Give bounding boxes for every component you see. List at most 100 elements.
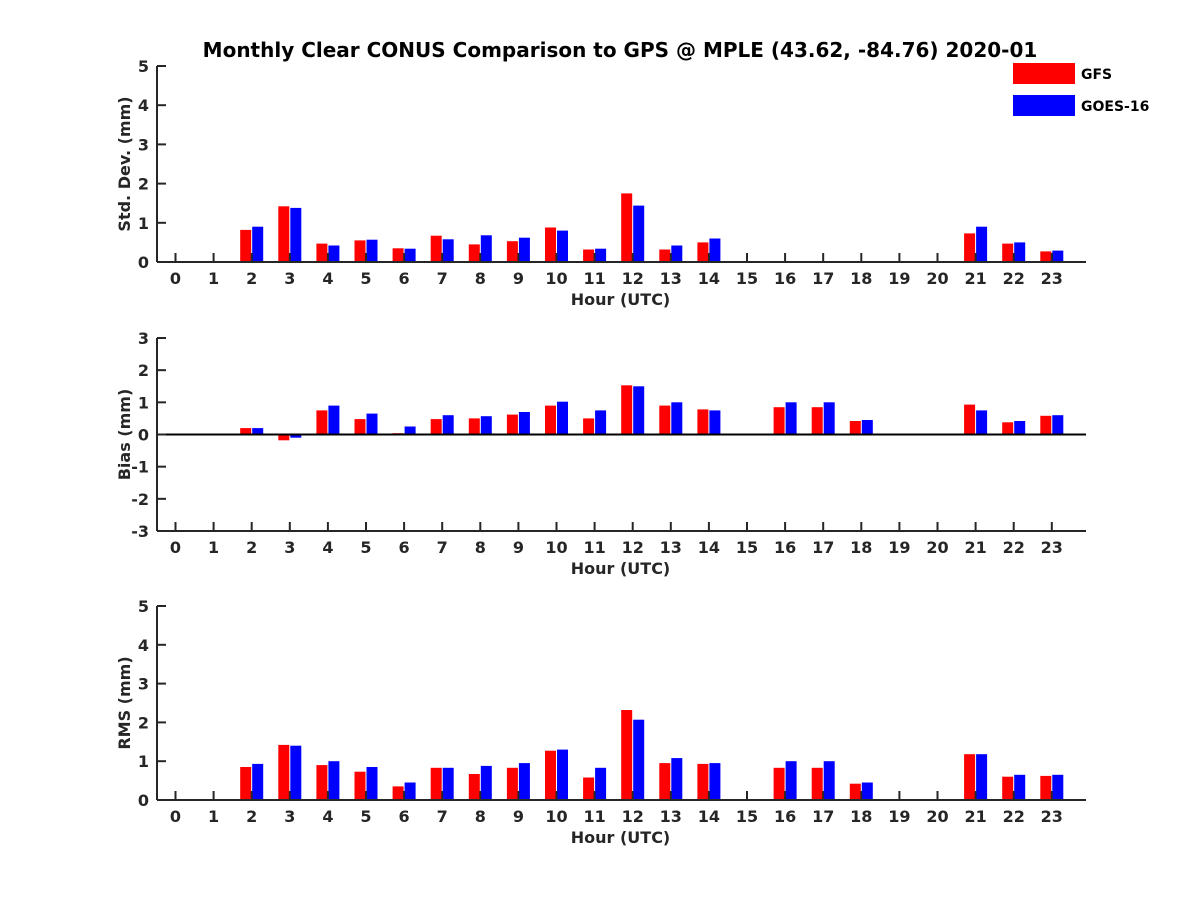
- rms-bar-gfs-hour-17: [811, 767, 823, 800]
- bias-x-tick-label: 6: [399, 538, 410, 557]
- bias-bar-gfs-hour-13: [659, 405, 671, 435]
- bias-bar-gfs-hour-18: [849, 421, 861, 435]
- bias-x-tick-label: 17: [812, 538, 834, 557]
- rms-bar-gfs-hour-5: [354, 771, 366, 800]
- bias-x-tick-label: 11: [583, 538, 605, 557]
- std-dev-bar-gfs-hour-2: [240, 229, 252, 262]
- bias-x-axis-label: Hour (UTC): [571, 559, 671, 578]
- rms-bar-gfs-hour-22: [1002, 776, 1014, 800]
- bias-x-tick-label: 14: [698, 538, 720, 557]
- rms-x-tick-label: 17: [812, 807, 834, 826]
- std-dev-y-axis-label: Std. Dev. (mm): [115, 96, 134, 231]
- rms-bar-gfs-hour-9: [506, 767, 518, 800]
- rms-bar-gfs-hour-16: [773, 767, 785, 800]
- std-dev-y-tick-label: 5: [138, 57, 149, 76]
- bias-x-tick-label: 15: [736, 538, 758, 557]
- bias-bar-gfs-hour-23: [1040, 415, 1052, 435]
- rms-bar-goes16-hour-22: [1014, 774, 1026, 800]
- bias-x-tick-label: 16: [774, 538, 796, 557]
- rms-x-axis-label: Hour (UTC): [571, 828, 671, 847]
- legend-label-gfs: GFS: [1081, 67, 1112, 83]
- bias-bar-goes16-hour-2: [252, 428, 264, 435]
- std-dev-bar-gfs-hour-9: [506, 241, 518, 262]
- bias-x-tick-label: 12: [622, 538, 644, 557]
- std-dev-y-tick-label: 2: [138, 175, 149, 194]
- std-dev-bar-goes16-hour-2: [252, 226, 264, 262]
- rms-bar-gfs-hour-13: [659, 763, 671, 800]
- rms-y-tick-label: 5: [138, 597, 149, 616]
- rms-x-tick-label: 6: [399, 807, 410, 826]
- std-dev-bar-gfs-hour-10: [545, 227, 556, 262]
- bias-bar-goes16-hour-14: [709, 410, 721, 435]
- std-dev-bar-gfs-hour-6: [392, 248, 404, 262]
- std-dev-x-tick-label: 19: [888, 269, 910, 288]
- bias-bar-goes16-hour-11: [595, 410, 607, 435]
- bias-bar-gfs-hour-8: [468, 418, 480, 435]
- rms-bar-goes16-hour-17: [823, 761, 835, 800]
- std-dev-bar-goes16-hour-4: [328, 245, 340, 262]
- std-dev-bar-gfs-hour-22: [1002, 243, 1014, 262]
- rms-y-tick-label: 1: [138, 752, 149, 771]
- bias-bar-goes16-hour-6: [404, 426, 416, 435]
- bias-bar-goes16-hour-8: [480, 416, 492, 435]
- std-dev-x-tick-label: 22: [1003, 269, 1025, 288]
- rms-x-tick-label: 7: [437, 807, 448, 826]
- bias-bar-gfs-hour-16: [773, 407, 785, 435]
- bias-bar-goes16-hour-13: [671, 402, 683, 435]
- std-dev-bar-goes16-hour-5: [366, 239, 378, 262]
- rms-x-tick-label: 2: [246, 807, 257, 826]
- bias-bar-goes16-hour-16: [785, 402, 797, 435]
- rms-y-tick-label: 4: [138, 636, 149, 655]
- std-dev-bar-gfs-hour-4: [316, 243, 328, 262]
- rms-bar-goes16-hour-5: [366, 767, 378, 800]
- std-dev-x-tick-label: 0: [170, 269, 181, 288]
- bias-bar-gfs-hour-21: [964, 404, 976, 435]
- bias-bar-gfs-hour-12: [621, 385, 633, 435]
- std-dev-bar-gfs-hour-8: [468, 244, 480, 262]
- bias-y-axis-label: Bias (mm): [115, 389, 134, 481]
- bias-bar-goes16-hour-21: [976, 410, 988, 435]
- bias-x-tick-label: 0: [170, 538, 181, 557]
- bias-bar-goes16-hour-22: [1014, 421, 1026, 435]
- bias-bar-goes16-hour-3: [290, 434, 302, 438]
- bias-x-tick-label: 9: [513, 538, 524, 557]
- rms-bar-gfs-hour-18: [849, 783, 861, 800]
- rms-x-tick-label: 11: [583, 807, 605, 826]
- rms-bar-goes16-hour-7: [442, 767, 454, 800]
- std-dev-x-tick-label: 21: [964, 269, 986, 288]
- std-dev-bar-goes16-hour-8: [480, 235, 492, 262]
- bias-bar-gfs-hour-10: [545, 405, 556, 435]
- std-dev-y-tick-label: 4: [138, 96, 149, 115]
- std-dev-x-tick-label: 4: [322, 269, 333, 288]
- rms-bar-goes16-hour-3: [290, 745, 302, 800]
- bias-bar-goes16-hour-4: [328, 405, 340, 435]
- bias-bar-gfs-hour-5: [354, 419, 366, 435]
- std-dev-x-tick-label: 12: [622, 269, 644, 288]
- std-dev-x-tick-label: 10: [545, 269, 567, 288]
- rms-bar-gfs-hour-4: [316, 765, 328, 800]
- bias-bar-gfs-hour-7: [430, 419, 442, 435]
- std-dev-x-tick-label: 8: [475, 269, 486, 288]
- bias-bar-gfs-hour-3: [278, 434, 290, 441]
- std-dev-x-tick-label: 13: [660, 269, 682, 288]
- bias-x-tick-label: 20: [926, 538, 948, 557]
- rms-x-tick-label: 4: [322, 807, 333, 826]
- rms-bar-gfs-hour-23: [1040, 775, 1052, 800]
- rms-x-tick-label: 20: [926, 807, 948, 826]
- bias-x-tick-label: 19: [888, 538, 910, 557]
- rms-bar-goes16-hour-2: [252, 763, 264, 800]
- bias-x-tick-label: 7: [437, 538, 448, 557]
- bias-x-tick-label: 22: [1003, 538, 1025, 557]
- rms-bar-gfs-hour-8: [468, 774, 480, 800]
- std-dev-x-tick-label: 6: [399, 269, 410, 288]
- std-dev-bar-gfs-hour-12: [621, 193, 633, 262]
- bias-x-tick-label: 23: [1041, 538, 1063, 557]
- legend-label-goes16: GOES-16: [1081, 99, 1149, 115]
- std-dev-bar-gfs-hour-7: [430, 235, 442, 262]
- bias-bar-goes16-hour-17: [823, 402, 835, 435]
- rms-bar-gfs-hour-21: [964, 754, 976, 800]
